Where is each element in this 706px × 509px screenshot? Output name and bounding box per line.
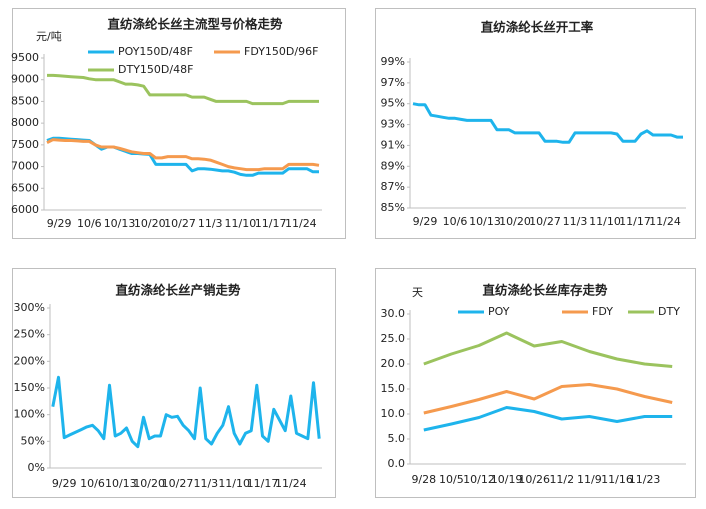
y-tick-label: 87% xyxy=(381,180,405,193)
chart-title: 直纺涤纶长丝产销走势 xyxy=(115,283,241,298)
y-tick-label: 6500 xyxy=(11,181,39,194)
x-tick-label: 11/17 xyxy=(619,215,651,228)
x-tick-label: 10/13 xyxy=(105,477,137,490)
x-tick-label: 11/24 xyxy=(275,477,307,490)
legend-label: POY xyxy=(488,305,510,318)
x-tick-label: 10/19 xyxy=(491,473,523,486)
y-tick-label: 89% xyxy=(381,159,405,172)
series-line xyxy=(423,383,673,415)
y-tick-label: 8500 xyxy=(11,94,39,107)
x-tick-label: 9/29 xyxy=(52,477,77,490)
x-tick-label: 11/3 xyxy=(193,477,218,490)
x-tick-label: 10/6 xyxy=(77,217,102,230)
x-tick-label: 11/24 xyxy=(649,215,681,228)
chart-title: 直纺涤纶长丝主流型号价格走势 xyxy=(107,17,283,32)
x-tick-label: 10/6 xyxy=(80,477,105,490)
x-tick-label: 10/13 xyxy=(104,217,136,230)
y-tick-label: 50% xyxy=(21,434,45,447)
y-tick-label: 9500 xyxy=(11,51,39,64)
y-tick-label: 6000 xyxy=(11,203,39,216)
y-tick-label: 25.0 xyxy=(381,332,406,345)
y-tick-label: 93% xyxy=(381,118,405,131)
y-tick-label: 7500 xyxy=(11,138,39,151)
x-tick-label: 10/13 xyxy=(469,215,501,228)
y-tick-label: 0.0 xyxy=(388,457,406,470)
x-tick-label: 10/20 xyxy=(133,477,165,490)
y-tick-label: 150% xyxy=(14,381,45,394)
y-tick-label: 8000 xyxy=(11,116,39,129)
series-line xyxy=(47,73,319,106)
panel xyxy=(375,8,696,239)
series-line xyxy=(51,375,321,449)
y-tick-label: 9000 xyxy=(11,73,39,86)
y-tick-label: 97% xyxy=(381,76,405,89)
x-tick-label: 10/5 xyxy=(439,473,464,486)
x-tick-label: 11/2 xyxy=(549,473,574,486)
x-tick-label: 11/10 xyxy=(589,215,621,228)
x-tick-label: 9/29 xyxy=(47,217,72,230)
chart-title: 直纺涤纶长丝开工率 xyxy=(481,20,594,35)
y-tick-label: 10.0 xyxy=(381,407,406,420)
y-tick-label: 200% xyxy=(14,354,45,367)
x-tick-label: 10/27 xyxy=(529,215,561,228)
x-tick-label: 11/23 xyxy=(629,473,661,486)
panel xyxy=(12,8,346,239)
legend-label: POY150D/48F xyxy=(118,45,193,58)
x-tick-label: 10/20 xyxy=(499,215,531,228)
legend-label: FDY150D/96F xyxy=(244,45,318,58)
x-tick-label: 11/16 xyxy=(601,473,633,486)
x-tick-label: 11/3 xyxy=(563,215,588,228)
x-tick-label: 11/10 xyxy=(225,217,257,230)
x-tick-label: 10/27 xyxy=(164,217,196,230)
y-tick-label: 20.0 xyxy=(381,357,406,370)
x-tick-label: 9/29 xyxy=(413,215,438,228)
series-line xyxy=(423,406,673,432)
y-tick-label: 0% xyxy=(28,461,45,474)
y-tick-label: 85% xyxy=(381,201,405,214)
series-line xyxy=(412,102,683,144)
x-tick-label: 11/9 xyxy=(577,473,602,486)
y-tick-label: 7000 xyxy=(11,160,39,173)
x-tick-label: 10/6 xyxy=(443,215,468,228)
y-tick-label: 300% xyxy=(14,301,45,314)
chart-title: 直纺涤纶长丝库存走势 xyxy=(482,283,608,298)
series-line xyxy=(46,138,320,172)
legend-label: FDY xyxy=(592,305,613,318)
y-tick-label: 91% xyxy=(381,138,405,151)
legend-label: DTY150D/48F xyxy=(118,63,193,76)
panel xyxy=(375,268,696,498)
y-tick-label: 30.0 xyxy=(381,307,406,320)
y-tick-label: 5.0 xyxy=(388,432,406,445)
panel xyxy=(12,268,336,498)
y-tick-label: 95% xyxy=(381,97,405,110)
series-line xyxy=(423,331,673,368)
x-tick-label: 10/20 xyxy=(134,217,166,230)
y-tick-label: 250% xyxy=(14,328,45,341)
y-tick-label: 99% xyxy=(381,55,405,68)
y-axis-label: 元/吨 xyxy=(36,30,62,43)
x-tick-label: 11/10 xyxy=(218,477,250,490)
x-tick-label: 10/26 xyxy=(518,473,550,486)
x-tick-label: 11/3 xyxy=(198,217,223,230)
y-tick-label: 100% xyxy=(14,408,45,421)
x-tick-label: 10/27 xyxy=(162,477,194,490)
x-tick-label: 11/24 xyxy=(285,217,317,230)
x-tick-label: 9/28 xyxy=(411,473,436,486)
x-tick-label: 10/12 xyxy=(463,473,495,486)
y-axis-label: 天 xyxy=(412,286,423,299)
x-tick-label: 11/17 xyxy=(247,477,279,490)
legend-label: DTY xyxy=(658,305,680,318)
x-tick-label: 11/17 xyxy=(255,217,287,230)
y-tick-label: 15.0 xyxy=(381,382,406,395)
